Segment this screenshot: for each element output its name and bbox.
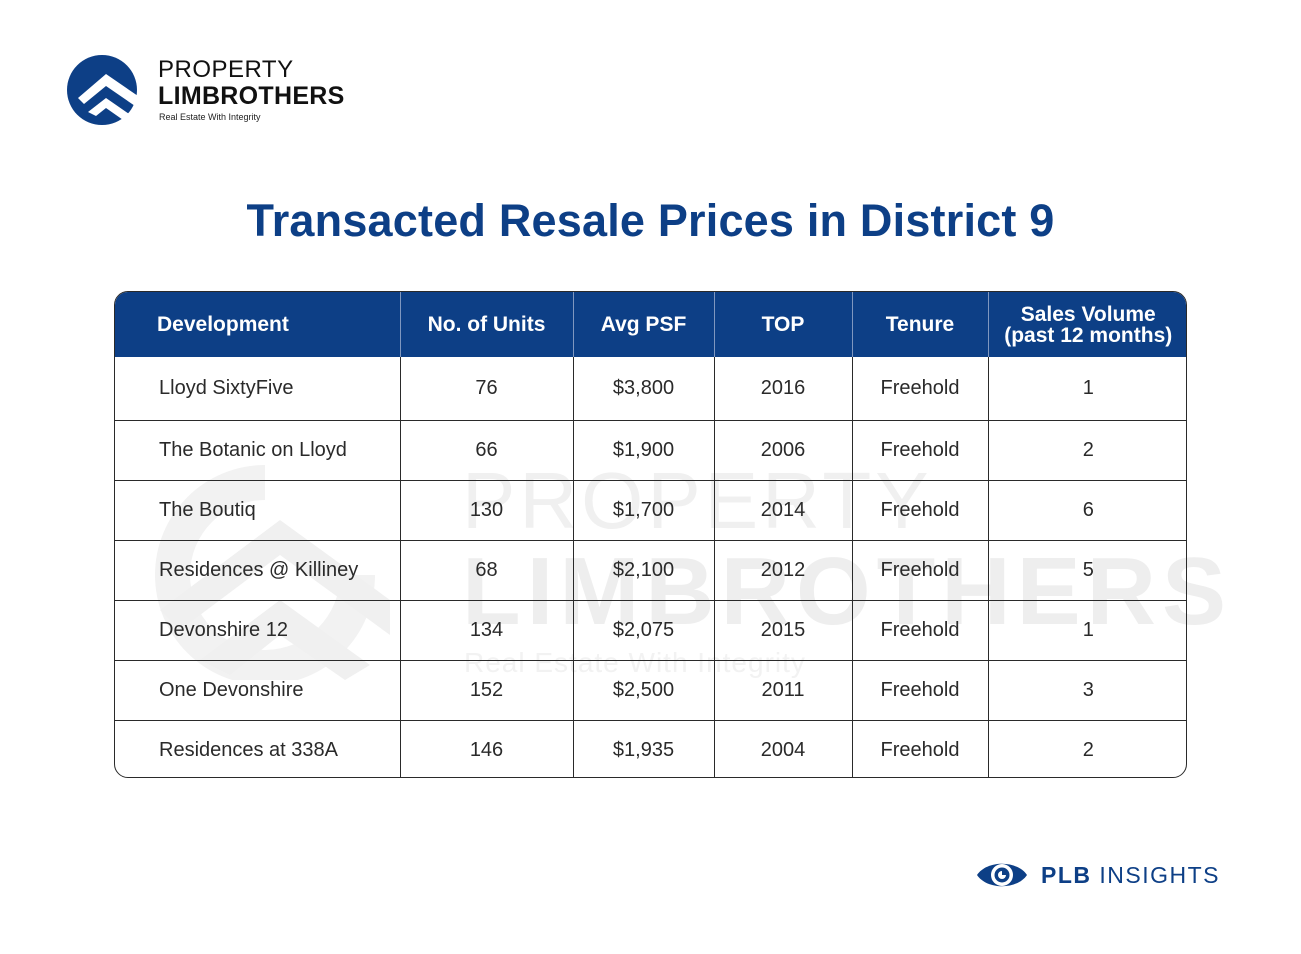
brand-name-line1: PROPERTY	[158, 56, 294, 83]
header-sales-volume-line2: (past 12 months)	[1004, 323, 1173, 347]
cell-tenure: Freehold	[852, 357, 989, 420]
cell-sales-volume: 5	[988, 539, 1186, 600]
header-units: No. of Units	[400, 292, 574, 357]
cell-tenure: Freehold	[852, 479, 989, 540]
cell-development: Devonshire 12	[115, 599, 401, 660]
table-row: The Boutiq 130 $1,700 2014 Freehold 6	[115, 479, 1186, 540]
brand-logo: PROPERTY LIMBROTHERS Real Estate With In…	[66, 52, 366, 128]
cell-top: 2014	[714, 479, 853, 540]
cell-tenure: Freehold	[852, 599, 989, 660]
cell-development: Lloyd SixtyFive	[115, 357, 401, 420]
cell-avg-psf: $2,075	[573, 599, 715, 660]
table-row: One Devonshire 152 $2,500 2011 Freehold …	[115, 659, 1186, 720]
cell-sales-volume: 2	[988, 419, 1186, 480]
insights-brand-rest: INSIGHTS	[1099, 862, 1221, 888]
header-tenure: Tenure	[852, 292, 989, 357]
page-title: Transacted Resale Prices in District 9	[246, 195, 1055, 246]
cell-tenure: Freehold	[852, 539, 989, 600]
cell-sales-volume: 3	[988, 659, 1186, 720]
cell-avg-psf: $2,500	[573, 659, 715, 720]
cell-avg-psf: $1,900	[573, 419, 715, 480]
cell-avg-psf: $1,935	[573, 719, 715, 777]
table-row: Lloyd SixtyFive 76 $3,800 2016 Freehold …	[115, 357, 1186, 420]
cell-development: Residences @ Killiney	[115, 539, 401, 600]
house-roof-logo-icon	[67, 55, 138, 125]
cell-units: 68	[400, 539, 574, 600]
insights-text: PLB INSIGHTS	[1041, 862, 1220, 889]
header-development: Development	[115, 292, 401, 357]
cell-sales-volume: 6	[988, 479, 1186, 540]
header-top: TOP	[714, 292, 853, 357]
header-sales-volume-line1: Sales Volume	[1020, 302, 1156, 326]
header-avg-psf: Avg PSF	[573, 292, 715, 357]
cell-sales-volume: 1	[988, 599, 1186, 660]
cell-tenure: Freehold	[852, 719, 989, 777]
cell-development: One Devonshire	[115, 659, 401, 720]
cell-units: 66	[400, 419, 574, 480]
cell-development: Residences at 338A	[115, 719, 401, 777]
resale-prices-table: Development No. of Units Avg PSF TOP Ten…	[114, 291, 1187, 778]
cell-units: 146	[400, 719, 574, 777]
cell-top: 2016	[714, 357, 853, 420]
table-header-row: Development No. of Units Avg PSF TOP Ten…	[115, 292, 1186, 357]
cell-units: 134	[400, 599, 574, 660]
cell-avg-psf: $2,100	[573, 539, 715, 600]
cell-top: 2011	[714, 659, 853, 720]
cell-development: The Botanic on Lloyd	[115, 419, 401, 480]
table-row: Devonshire 12 134 $2,075 2015 Freehold 1	[115, 599, 1186, 660]
plb-insights-logo: PLB INSIGHTS	[975, 857, 1245, 893]
cell-top: 2006	[714, 419, 853, 480]
table-row: Residences @ Killiney 68 $2,100 2012 Fre…	[115, 539, 1186, 600]
cell-development: The Boutiq	[115, 479, 401, 540]
header-sales-volume: Sales Volume (past 12 months)	[988, 292, 1186, 357]
cell-avg-psf: $1,700	[573, 479, 715, 540]
eye-icon	[977, 863, 1027, 887]
cell-top: 2004	[714, 719, 853, 777]
cell-top: 2015	[714, 599, 853, 660]
cell-units: 130	[400, 479, 574, 540]
table-row: The Botanic on Lloyd 66 $1,900 2006 Free…	[115, 419, 1186, 480]
cell-units: 152	[400, 659, 574, 720]
cell-tenure: Freehold	[852, 419, 989, 480]
insights-brand-bold: PLB	[1041, 862, 1092, 888]
brand-name-line2: LIMBROTHERS	[158, 82, 345, 110]
brand-tagline: Real Estate With Integrity	[159, 112, 261, 122]
cell-avg-psf: $3,800	[573, 357, 715, 420]
cell-tenure: Freehold	[852, 659, 989, 720]
cell-top: 2012	[714, 539, 853, 600]
cell-sales-volume: 2	[988, 719, 1186, 777]
cell-sales-volume: 1	[1082, 376, 1094, 399]
cell-units: 76	[400, 357, 574, 420]
table-row: Residences at 338A 146 $1,935 2004 Freeh…	[115, 719, 1186, 777]
